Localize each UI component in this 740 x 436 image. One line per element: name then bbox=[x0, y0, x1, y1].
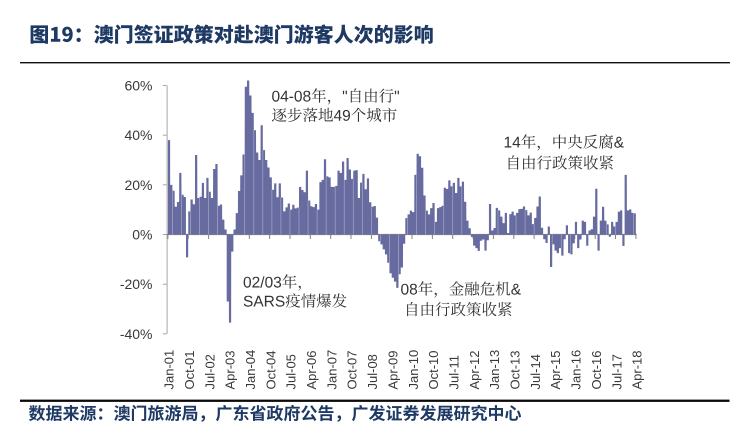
svg-text:Apr-09: Apr-09 bbox=[385, 350, 400, 389]
svg-text:Apr-06: Apr-06 bbox=[304, 350, 319, 389]
svg-text:40%: 40% bbox=[124, 127, 152, 143]
svg-text:Oct-01: Oct-01 bbox=[182, 350, 197, 389]
svg-text:Jul-05: Jul-05 bbox=[284, 354, 299, 389]
svg-text:Oct-07: Oct-07 bbox=[345, 350, 360, 389]
svg-text:Apr-03: Apr-03 bbox=[223, 350, 238, 389]
svg-text:Jan-01: Jan-01 bbox=[162, 350, 177, 390]
svg-text:20%: 20% bbox=[124, 177, 152, 193]
svg-text:-20%: -20% bbox=[120, 276, 153, 292]
svg-text:Apr-18: Apr-18 bbox=[630, 350, 645, 389]
svg-text:Jul-02: Jul-02 bbox=[202, 354, 217, 389]
svg-text:Jul-14: Jul-14 bbox=[528, 354, 543, 389]
svg-text:Jan-07: Jan-07 bbox=[324, 350, 339, 390]
svg-text:-40%: -40% bbox=[120, 326, 153, 342]
svg-text:Apr-12: Apr-12 bbox=[467, 350, 482, 389]
svg-text:0%: 0% bbox=[132, 227, 152, 243]
svg-text:Oct-16: Oct-16 bbox=[589, 350, 604, 389]
svg-text:Apr-15: Apr-15 bbox=[548, 350, 563, 389]
svg-text:Oct-13: Oct-13 bbox=[508, 350, 523, 389]
svg-text:Oct-04: Oct-04 bbox=[263, 350, 278, 389]
svg-text:Jul-17: Jul-17 bbox=[609, 354, 624, 389]
svg-text:Jan-04: Jan-04 bbox=[243, 350, 258, 390]
svg-text:Jan-10: Jan-10 bbox=[406, 350, 421, 390]
svg-text:Jan-16: Jan-16 bbox=[569, 350, 584, 390]
svg-text:60%: 60% bbox=[124, 78, 152, 94]
svg-text:Jan-13: Jan-13 bbox=[487, 350, 502, 390]
svg-text:Jul-11: Jul-11 bbox=[447, 355, 462, 389]
svg-text:Jul-08: Jul-08 bbox=[365, 354, 380, 389]
svg-text:Oct-10: Oct-10 bbox=[426, 350, 441, 389]
